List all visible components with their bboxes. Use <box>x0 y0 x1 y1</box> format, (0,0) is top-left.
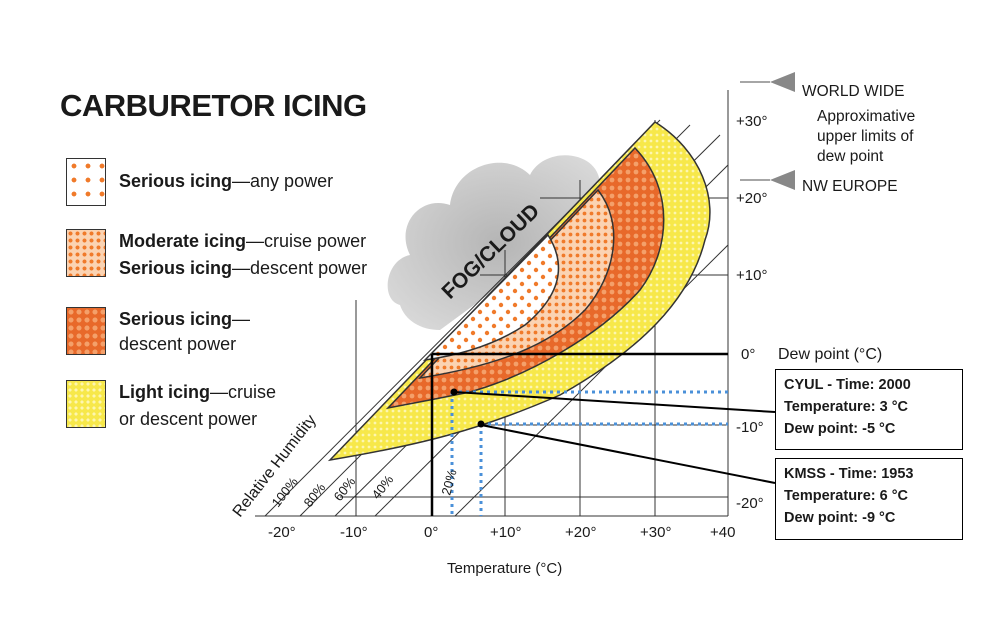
cyul-point <box>450 388 458 396</box>
legend-rest: —any power <box>232 171 334 191</box>
y-axis-ticks: +30° +20° +10° 0° -10° -20° <box>736 113 767 512</box>
y-tick: -20° <box>736 495 764 512</box>
temperature-label: Temperature: 6 °C <box>784 488 908 504</box>
approx-line-2: upper limits of <box>817 128 914 145</box>
x-tick: -20° <box>268 524 296 541</box>
x-tick: 0° <box>424 524 438 541</box>
rh-tick: 80% <box>301 480 329 510</box>
dewpoint-label: Dew point: -5 °C <box>784 421 896 437</box>
y-tick: +30° <box>736 113 767 130</box>
legend-moderate: Moderate icing—cruise power Serious icin… <box>66 229 396 283</box>
rh-tick: 60% <box>331 474 359 504</box>
station-label: KMSS - Time: 1953 <box>784 466 914 482</box>
dewpoint-label: Dew point: -9 °C <box>784 510 896 526</box>
legend-bold: Serious icing <box>119 258 233 278</box>
x-axis-label: Temperature (°C) <box>447 560 562 577</box>
limit-arrows <box>770 72 795 190</box>
approx-line-1: Approximative <box>817 108 915 125</box>
page-title: CARBURETOR ICING <box>60 88 367 123</box>
callout-leaders <box>453 391 776 484</box>
legend-swatch <box>66 158 106 206</box>
x-tick: +40 <box>710 524 735 541</box>
world-wide-label: WORLD WIDE <box>802 83 904 100</box>
x-tick: +30° <box>640 524 671 541</box>
legend-bold: Serious icing <box>119 171 233 191</box>
x-tick: +20° <box>565 524 596 541</box>
approx-line-3: dew point <box>817 148 884 165</box>
nw-europe-label: NW EUROPE <box>802 178 898 195</box>
cyul-callout: CYUL - Time: 2000 Temperature: 3 °C Dew … <box>775 369 963 450</box>
y-tick: 0° <box>741 346 755 363</box>
legend-rest: —descent power <box>232 258 368 278</box>
y-tick: +20° <box>736 190 767 207</box>
kmss-point <box>477 420 485 428</box>
y-tick: -10° <box>736 419 764 436</box>
zero-lines <box>430 352 728 516</box>
legend-serious-descent: Serious icing— descent power <box>66 307 396 361</box>
legend-swatch <box>66 229 106 277</box>
legend-swatch <box>66 307 106 355</box>
rh-tick: 20% <box>438 467 459 496</box>
x-tick: +10° <box>490 524 521 541</box>
legend-bold: Light icing <box>119 382 210 402</box>
kmss-callout: KMSS - Time: 1953 Temperature: 6 °C Dew … <box>775 458 963 540</box>
legend-rest: — <box>232 309 251 329</box>
fog-cloud-shape <box>387 155 613 330</box>
legend-bold: Moderate icing <box>119 231 247 251</box>
station-label: CYUL - Time: 2000 <box>784 377 911 393</box>
observation-guides <box>450 390 728 516</box>
legend-rest: descent power <box>119 334 237 354</box>
temperature-label: Temperature: 3 °C <box>784 399 908 415</box>
limit-annotations: WORLD WIDE Approximative upper limits of… <box>802 83 915 195</box>
legend-rest: —cruise <box>209 382 276 402</box>
legend-bold: Serious icing <box>119 309 233 329</box>
y-tick: +10° <box>736 267 767 284</box>
legend-light-icing: Light icing—cruise or descent power <box>66 380 396 434</box>
x-axis-ticks: -20° -10° 0° +10° +20° +30° +40 <box>268 524 735 541</box>
legend-serious-any-power: Serious icing—any power <box>66 158 396 212</box>
legend-swatch <box>66 380 106 428</box>
legend-rest: —cruise power <box>246 231 367 251</box>
legend-rest: or descent power <box>119 409 258 429</box>
y-axis-label: Dew point (°C) <box>778 346 882 363</box>
x-tick: -10° <box>340 524 368 541</box>
